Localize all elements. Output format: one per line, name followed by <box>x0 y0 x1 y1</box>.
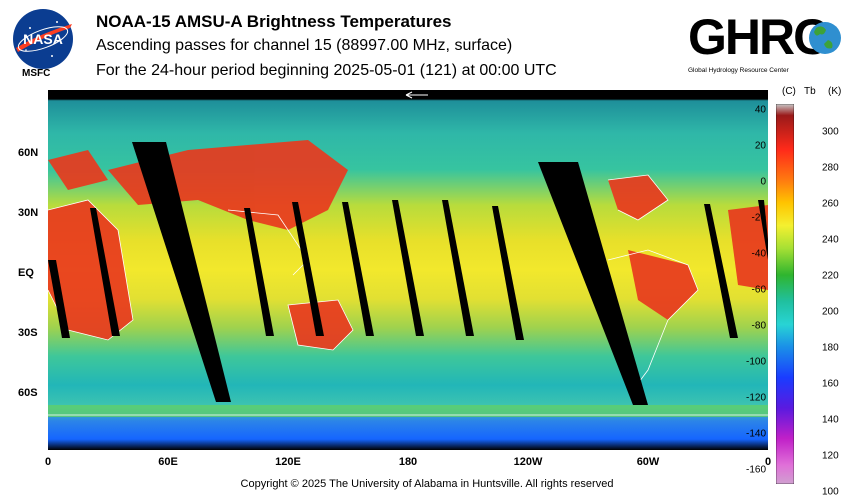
lon-label-0-right: 0 <box>764 456 772 468</box>
lon-label-0-left: 0 <box>44 456 52 468</box>
lon-label-60e: 60E <box>158 456 178 468</box>
nasa-logo: NASA <box>13 9 73 69</box>
lat-label-60s: 60S <box>18 387 38 399</box>
colorbar-tick-celsius: -20 <box>751 212 766 224</box>
lon-label-180: 180 <box>398 456 418 468</box>
colorbar-tick-celsius: -100 <box>745 356 766 368</box>
colorbar-tick-kelvin: 120 <box>822 450 839 462</box>
colorbar-tick-kelvin: 180 <box>822 342 839 354</box>
colorbar-tick-kelvin: 260 <box>822 198 839 210</box>
gap-marker-arrow-icon <box>405 91 428 99</box>
colorbar-tick-kelvin: 280 <box>822 162 839 174</box>
lat-label-60n: 60N <box>18 147 39 159</box>
colorbar-tick-celsius: -80 <box>751 320 766 332</box>
colorbar-tick-kelvin: 140 <box>822 414 839 426</box>
missing-swaths <box>48 90 768 405</box>
colorbar-unit-k: (K) <box>828 86 842 97</box>
lat-label-30s: 30S <box>18 327 38 339</box>
colorbar-tick-kelvin: 200 <box>822 306 839 318</box>
colorbar-tick-celsius: 20 <box>754 140 766 152</box>
colorbar-tick-celsius: -160 <box>745 464 766 476</box>
ghrc-logo: GHRC Global Hydrology Resource Center <box>688 9 841 74</box>
colorbar-tick-celsius: -120 <box>745 392 766 404</box>
colorbar-tick-celsius: 40 <box>754 104 766 116</box>
ghrc-caption: Global Hydrology Resource Center <box>688 67 790 74</box>
colorbar-tick-kelvin: 100 <box>822 486 839 498</box>
colorbar <box>776 104 794 484</box>
lon-label-60w: 60W <box>636 456 660 468</box>
colorbar-tick-kelvin: 160 <box>822 378 839 390</box>
colorbar-unit-c: (C) <box>782 86 796 97</box>
lat-label-eq: EQ <box>18 267 34 279</box>
ghrc-wordmark: GHRC <box>688 9 828 65</box>
lat-label-30n: 30N <box>18 207 39 219</box>
lon-label-120w: 120W <box>513 456 543 468</box>
colorbar-tick-celsius: -140 <box>745 428 766 440</box>
brightness-temperature-map <box>48 90 768 450</box>
subtitle-period: For the 24-hour period beginning 2025-05… <box>96 62 557 79</box>
colorbar-tick-kelvin: 220 <box>822 270 839 282</box>
colorbar-unit-tb: Tb <box>804 86 816 97</box>
colorbar-tick-celsius: 0 <box>760 176 766 188</box>
warm-land-areas <box>48 140 768 350</box>
nasa-wordmark: NASA <box>23 31 63 47</box>
coastlines <box>48 174 768 416</box>
colorbar-tick-kelvin: 300 <box>822 126 839 138</box>
copyright-notice: Copyright © 2025 The University of Alaba… <box>240 478 614 490</box>
lon-label-120e: 120E <box>275 456 301 468</box>
colorbar-tick-kelvin: 240 <box>822 234 839 246</box>
colorbar-tick-celsius: -40 <box>751 248 766 260</box>
subtitle-channel: Ascending passes for channel 15 (88997.0… <box>96 37 513 54</box>
colorbar-tick-celsius: -60 <box>751 284 766 296</box>
msfc-label: MSFC <box>22 68 51 79</box>
page-title: NOAA-15 AMSU-A Brightness Temperatures <box>96 12 452 31</box>
